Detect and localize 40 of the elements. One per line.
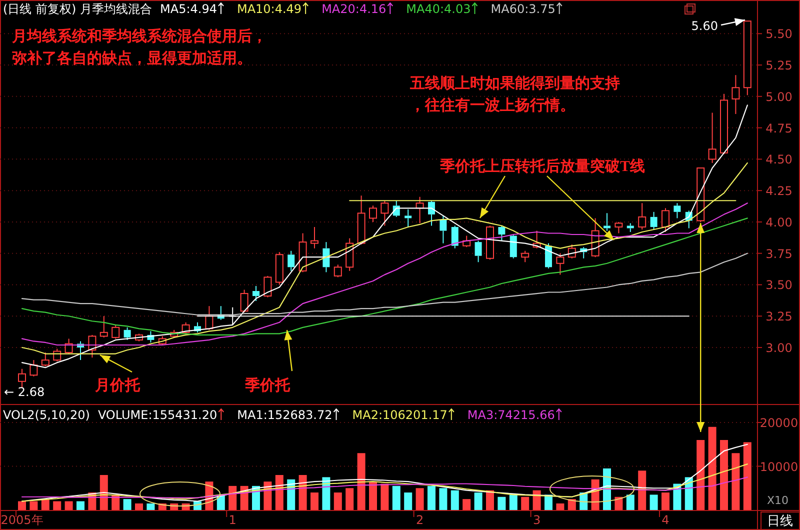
y-tick-label: 5.25 — [766, 58, 792, 73]
y-tick-label: 20000 — [760, 416, 798, 430]
y-tick-label: 4.50 — [766, 152, 792, 167]
annotation: 季价托 — [244, 377, 291, 394]
legend-label: MA5:4.94 — [160, 2, 217, 16]
legend-label: MA60:3.75 — [490, 2, 556, 16]
y-tick-label: 3.50 — [766, 278, 792, 292]
legend-label: VOLUME:155431.20 — [98, 408, 218, 422]
y-tick-label: 3.00 — [766, 341, 792, 356]
x-tick-label: 3 — [532, 513, 541, 527]
text: 日线 — [767, 514, 793, 529]
legend-label: MA40:4.03 — [406, 2, 471, 16]
legend-label: MA2:106201.17 — [352, 408, 448, 422]
y-tick-label: 5.50 — [766, 27, 792, 42]
annotation: ，往往有一波上扬行情。 — [410, 97, 575, 114]
x-tick-label: 4 — [662, 513, 670, 527]
y-tick-label: 4.00 — [766, 215, 792, 230]
annotation: 弥补了各自的缺点，显得更加适用。 — [12, 49, 252, 67]
chart-title: (日线 前复权) 月季均线混合 — [3, 2, 152, 16]
annotation: 月价托 — [94, 377, 141, 394]
annotation: 月均线系统和季均线系统混合使用后， — [11, 28, 267, 45]
y-tick-label: 10000 — [760, 460, 798, 474]
y-axis-title: X10 — [767, 494, 789, 507]
chart-title: VOL2(5,10,20) — [3, 408, 90, 422]
y-tick-label: 4.75 — [766, 121, 792, 136]
x-tick-label: 2005年 — [0, 513, 44, 527]
annotation: 季价托上压转托后放量突破T线 — [439, 157, 646, 175]
y-tick-label: 5.00 — [766, 90, 792, 104]
annotation: 5.60 — [691, 19, 718, 33]
y-tick-label: 3.25 — [766, 310, 792, 324]
annotation: 五线顺上时如果能得到量的支持 — [409, 75, 620, 92]
x-tick-label: 2 — [416, 513, 424, 527]
legend-label: MA3:74215.66 — [467, 408, 555, 422]
legend-label: MA20:4.16 — [322, 2, 386, 16]
annotation: ← 2.68 — [4, 385, 45, 399]
y-tick-label: 3.75 — [766, 246, 792, 261]
legend-label: MA1:152683.72 — [237, 408, 332, 422]
x-tick-label: 1 — [228, 513, 236, 527]
y-tick-label: 4.25 — [766, 184, 792, 198]
legend-label: MA10:4.49 — [236, 2, 302, 16]
